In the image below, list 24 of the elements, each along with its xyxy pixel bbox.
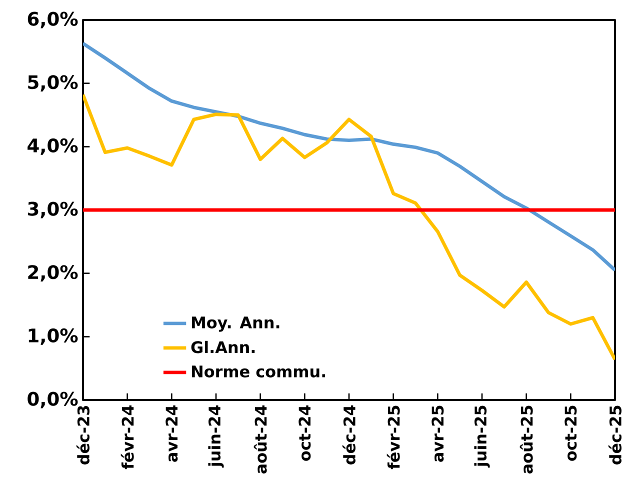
x-tick-label: août-25 xyxy=(520,406,533,474)
x-tick-label: oct-25 xyxy=(564,406,577,461)
x-tick-label: déc-23 xyxy=(76,406,90,464)
y-tick-label: 1,0% xyxy=(28,328,78,345)
x-tick-label: oct-24 xyxy=(298,405,311,461)
x-tick-label: avr-24 xyxy=(166,405,178,462)
x-tick-label: févr-24 xyxy=(120,405,134,470)
y-tick-label: 5,0% xyxy=(28,75,78,92)
x-tick-label: août-24 xyxy=(254,405,267,474)
x-tick-label: déc-24 xyxy=(342,405,356,464)
x-tick-label: juin-24 xyxy=(208,405,224,468)
y-tick-label: 0,0% xyxy=(28,392,78,408)
x-tick-label: avr-25 xyxy=(432,406,444,462)
x-tick-label: juin-25 xyxy=(474,406,490,468)
y-tick-label: 4,0% xyxy=(28,138,78,155)
x-tick-label: févr-25 xyxy=(386,406,400,470)
y-tick-label: 2,0% xyxy=(28,265,78,282)
legend-label: Norme commu. xyxy=(192,366,326,378)
y-tick-label: 6,0% xyxy=(28,12,78,28)
line-series xyxy=(83,93,616,362)
y-tick-label: 3,0% xyxy=(28,202,78,218)
legend-label: Moy. Ann. xyxy=(192,316,280,332)
x-tick-label: déc-25 xyxy=(608,406,622,464)
legend-label: Gl.Ann. xyxy=(191,340,255,354)
